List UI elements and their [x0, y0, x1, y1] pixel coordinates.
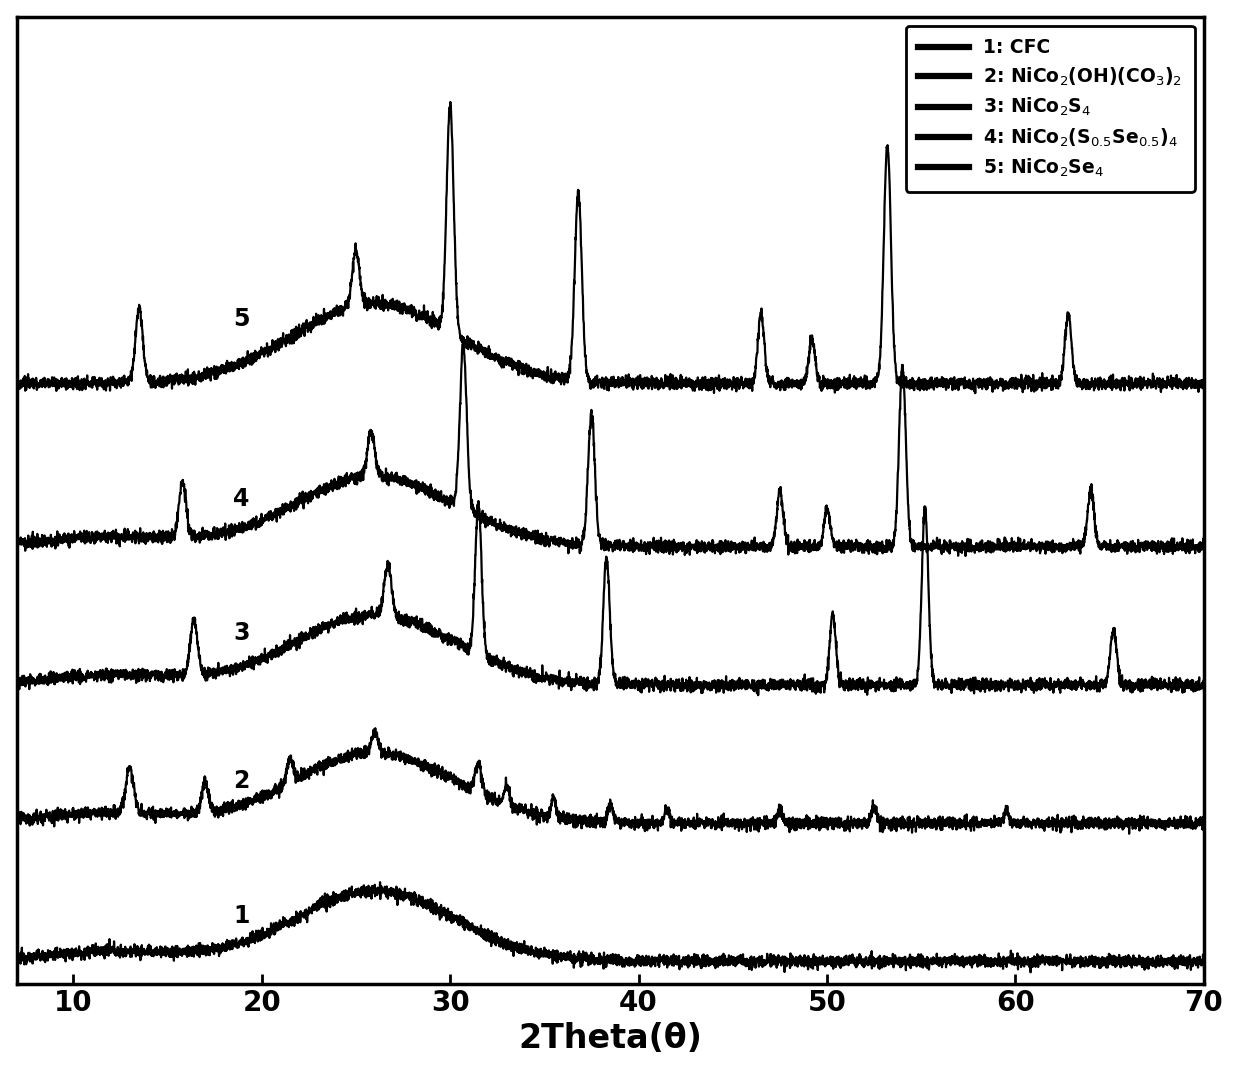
Text: 4: 4 — [233, 487, 249, 511]
Legend: 1: CFC, 2: NiCo$_2$(OH)(CO$_3$)$_2$, 3: NiCo$_2$S$_4$, 4: NiCo$_2$(S$_{0.5}$Se$_: 1: CFC, 2: NiCo$_2$(OH)(CO$_3$)$_2$, 3: … — [905, 26, 1195, 192]
Text: 3: 3 — [233, 622, 250, 645]
Text: 5: 5 — [233, 307, 250, 331]
Text: 2: 2 — [233, 769, 249, 792]
X-axis label: 2Theta(θ): 2Theta(θ) — [518, 1023, 702, 1055]
Text: 1: 1 — [233, 904, 249, 928]
